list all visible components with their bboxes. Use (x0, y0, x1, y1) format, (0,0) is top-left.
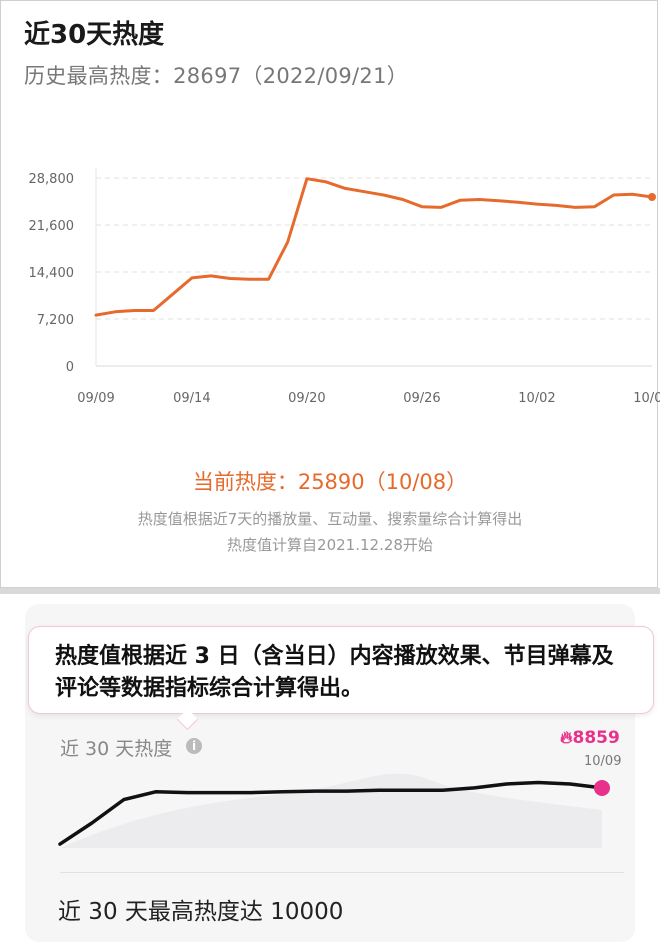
info-icon[interactable]: i (186, 738, 202, 754)
y-tick-label: 7,200 (37, 313, 74, 328)
x-tick-label: 09/26 (403, 391, 440, 406)
section-divider (0, 588, 660, 594)
x-tick-label: 10/08 (633, 391, 660, 406)
y-tick-label: 14,400 (29, 266, 75, 281)
series-line (94, 177, 654, 317)
x-tick-label: 09/14 (173, 391, 210, 406)
tooltip-popup: 热度值根据近 3 日（含当日）内容播放效果、节目弹幕及评论等数据指标综合计算得出… (28, 626, 654, 714)
panel-title: 近30天热度 (24, 20, 165, 50)
history-peak-text: 历史最高热度：28697（2022/09/21） (24, 64, 409, 88)
mini-separator (60, 872, 624, 873)
y-tick-label: 28,800 (29, 172, 75, 187)
y-tick-label: 0 (66, 360, 74, 375)
heat-note-1: 热度值根据近7天的播放量、互动量、搜索量综合计算得出 (137, 510, 523, 528)
x-tick-label: 09/09 (77, 391, 114, 406)
max-heat-text: 近 30 天最高热度达 10000 (58, 899, 344, 925)
heat-note-2: 热度值计算自2021.12.28开始 (227, 536, 433, 554)
heat-line-chart: 0 7,200 14,400 21,600 28,800 09/09 09/14 09/20 0… (29, 168, 660, 406)
mini-last-point (594, 779, 610, 796)
x-tick-label: 10/02 (518, 391, 555, 406)
current-heat-date: 10/09 (584, 754, 622, 769)
mini-series-line (58, 780, 604, 846)
mini-trend-chart (58, 773, 610, 848)
current-heat-value: 🔥︎8859 (560, 728, 620, 748)
last-point (648, 192, 656, 201)
current-heat-number: 8859 (572, 728, 620, 748)
background-wave (60, 773, 602, 848)
flame-icon: 🔥︎ (560, 728, 573, 748)
trend-panel (0, 0, 658, 588)
current-heat-text: 当前热度：25890（10/08） (192, 470, 468, 494)
y-tick-label: 21,600 (29, 219, 75, 234)
x-tick-label: 09/20 (288, 391, 325, 406)
mini-trend-label: 近 30 天热度 (60, 738, 173, 760)
